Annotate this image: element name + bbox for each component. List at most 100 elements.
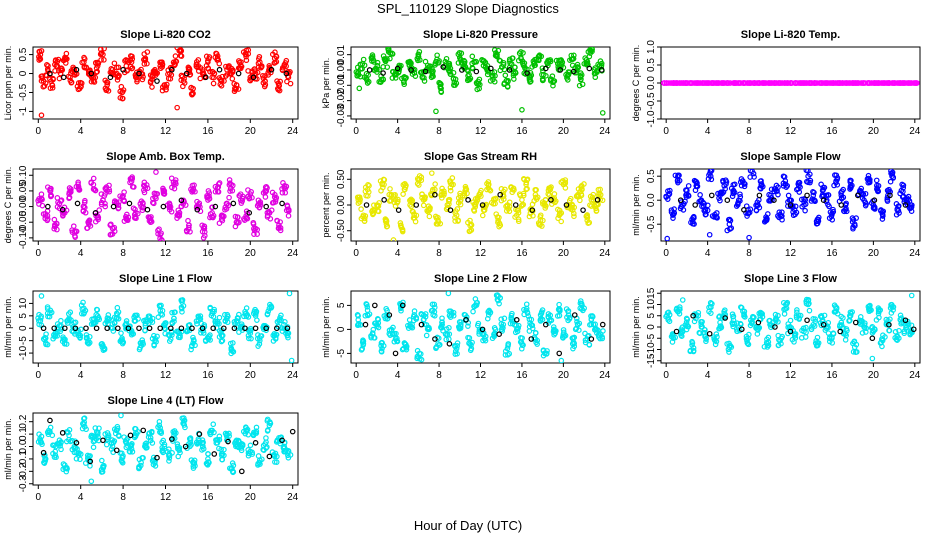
data-point [669,331,676,337]
data-point [588,203,595,209]
data-point [737,191,743,198]
data-point [484,315,491,322]
subset-point [838,202,845,208]
data-point [487,78,494,84]
subset-point [497,191,503,198]
data-point [873,80,880,86]
x-tick-label: 4 [395,126,401,137]
data-point [110,71,117,78]
data-point [483,201,490,208]
data-point [131,314,137,321]
data-point [215,189,222,195]
data-point [469,339,475,346]
data-point [697,192,703,198]
data-point [462,183,469,190]
data-point [99,457,105,464]
data-point [504,84,511,90]
subset-point [283,70,290,77]
data-point [172,53,179,59]
data-point [495,219,501,226]
subset-point [83,325,89,332]
subset-point [722,315,729,321]
subset-point [45,203,51,210]
data-point [394,199,400,206]
data-point [120,339,127,346]
x-tick-label: 0 [663,126,669,137]
panel-5: Slope Gas Stream RH0 4 8 12 16 20 24-0.500.000… [321,151,611,259]
data-point [157,59,163,66]
data-point [843,326,850,332]
subset-point [178,325,185,332]
data-point [212,183,219,190]
data-point [283,63,289,70]
x-tick-label: 16 [826,370,838,381]
data-point [115,202,122,208]
data-point [111,228,118,235]
data-point [250,432,257,438]
data-point [190,185,197,192]
data-point [722,307,728,313]
data-point [538,315,544,322]
data-point [171,185,178,192]
data-point [94,59,101,66]
data-point [903,325,909,331]
subset-point [586,65,593,72]
data-point [805,179,811,186]
y-tick-label: 15 [646,287,657,299]
data-point [231,88,238,95]
data-point [185,64,192,71]
data-point [558,218,565,225]
x-tick-label: 4 [395,248,401,259]
data-point [716,195,722,201]
data-point [164,81,170,88]
subset-point [115,325,121,332]
data-point [519,107,525,113]
data-point [803,300,810,307]
data-point [368,333,374,339]
data-point [385,47,391,52]
data-point [200,439,206,446]
y-tick-label: 0.1 [18,427,29,441]
data-point [216,314,223,321]
data-point [228,347,235,353]
data-point [205,197,211,203]
x-tick-label: 24 [287,370,299,381]
data-point [678,333,685,339]
data-point [888,302,895,308]
data-point [861,322,868,328]
data-point [471,208,478,214]
data-point [374,208,381,214]
data-point [198,330,204,336]
data-point [103,87,110,94]
data-point [754,199,761,206]
subset-point [787,202,794,208]
data-point [884,187,891,194]
subset-point [440,64,447,70]
data-point [744,338,750,344]
subset-point [548,197,554,203]
data-point [873,317,880,323]
subset-point [741,207,747,213]
y-tick-label: 5 [18,313,29,319]
data-point [213,437,219,443]
y-tick-label: 0.2 [18,414,29,428]
subset-point [706,330,713,337]
data-point [717,319,723,326]
data-point [95,434,101,440]
data-point [44,217,51,224]
data-point [906,328,912,335]
data-points [35,413,296,485]
y-tick-label: 0 [646,324,657,330]
data-point [132,213,138,220]
data-point [75,181,81,187]
data-point [132,433,139,440]
data-point [480,337,486,344]
y-axis-label: ml/min per min. [631,174,641,236]
data-point [369,208,375,215]
data-point [512,329,519,336]
data-point [274,78,280,84]
subset-point [459,67,465,73]
data-point [103,441,110,448]
data-point [864,176,871,182]
